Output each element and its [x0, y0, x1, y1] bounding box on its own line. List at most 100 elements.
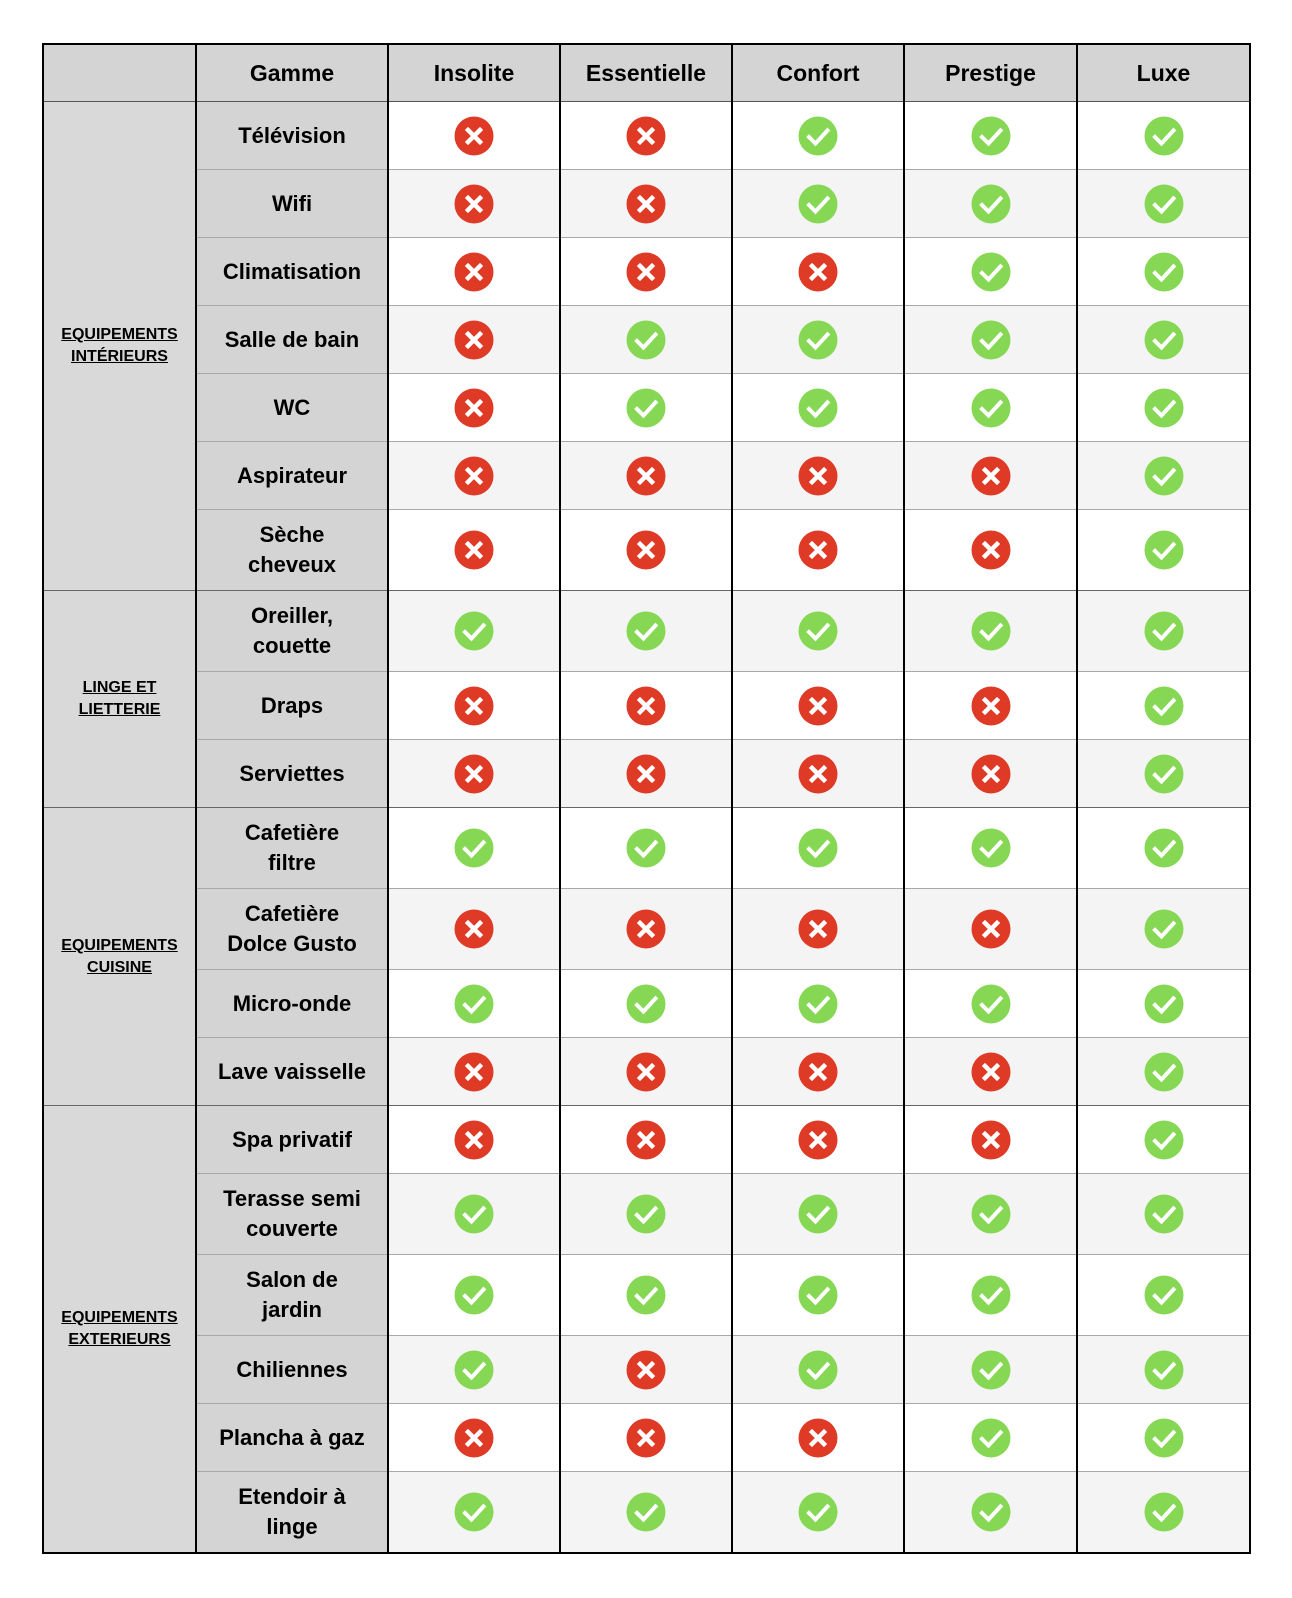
availability-cell	[387, 1037, 560, 1106]
availability-cell	[559, 1471, 732, 1553]
cross-circle-icon	[454, 1052, 494, 1091]
check-circle-icon	[626, 1194, 666, 1234]
availability-cell	[387, 101, 560, 170]
column-header-luxe: Luxe	[1076, 44, 1250, 102]
availability-cell	[387, 169, 560, 238]
availability-cell	[731, 1403, 904, 1472]
availability-cell	[1076, 1105, 1250, 1174]
feature-label: Etendoir à linge	[195, 1471, 388, 1553]
group-label: EQUIPEMENTS INTÉRIEURS	[42, 101, 196, 591]
cross-circle-icon	[626, 1350, 666, 1389]
check-circle-icon	[971, 1350, 1011, 1389]
feature-label: WC	[195, 373, 388, 442]
cross-circle-icon	[626, 252, 666, 291]
cross-circle-icon	[626, 909, 666, 949]
availability-cell	[903, 1254, 1077, 1336]
table-row: Salon de jardin	[43, 1254, 1250, 1336]
availability-cell	[731, 101, 904, 170]
check-circle-icon	[1144, 530, 1184, 570]
availability-cell	[559, 509, 732, 591]
check-circle-icon	[454, 984, 494, 1023]
cross-circle-icon	[454, 456, 494, 495]
availability-cell	[387, 888, 560, 970]
cross-circle-icon	[454, 754, 494, 793]
feature-label: Spa privatif	[195, 1105, 388, 1174]
check-circle-icon	[971, 116, 1011, 155]
check-circle-icon	[798, 984, 838, 1023]
table-row: EQUIPEMENTS INTÉRIEURS Télévision	[42, 101, 1250, 591]
check-circle-icon	[1144, 984, 1184, 1023]
feature-label: Salon de jardin	[195, 1254, 388, 1336]
cross-circle-icon	[798, 530, 838, 570]
availability-cell	[559, 807, 732, 889]
availability-cell	[903, 590, 1077, 672]
cross-circle-icon	[454, 1418, 494, 1457]
availability-cell	[731, 373, 904, 442]
check-circle-icon	[971, 984, 1011, 1023]
check-circle-icon	[1144, 828, 1184, 868]
availability-cell	[387, 441, 560, 510]
availability-cell	[387, 373, 560, 442]
check-circle-icon	[454, 1194, 494, 1234]
availability-cell	[731, 969, 904, 1038]
check-circle-icon	[798, 611, 838, 651]
check-circle-icon	[454, 1492, 494, 1532]
availability-cell	[1076, 1471, 1250, 1553]
cross-circle-icon	[971, 686, 1011, 725]
availability-cell	[903, 441, 1077, 510]
availability-cell	[731, 441, 904, 510]
cross-circle-icon	[798, 1418, 838, 1457]
availability-cell	[903, 373, 1077, 442]
check-circle-icon	[971, 828, 1011, 868]
cross-circle-icon	[454, 909, 494, 949]
check-circle-icon	[1144, 1275, 1184, 1315]
feature-label: Cafetière Dolce Gusto	[195, 888, 388, 970]
availability-cell	[903, 101, 1077, 170]
check-circle-icon	[971, 1275, 1011, 1315]
check-circle-icon	[1144, 1120, 1184, 1159]
availability-cell	[559, 969, 732, 1038]
check-circle-icon	[798, 1275, 838, 1315]
cross-circle-icon	[454, 116, 494, 155]
check-circle-icon	[798, 116, 838, 155]
check-circle-icon	[1144, 184, 1184, 223]
cross-circle-icon	[798, 909, 838, 949]
column-header-confort: Confort	[731, 44, 904, 102]
column-header-insolite: Insolite	[387, 44, 560, 102]
table-row: Draps	[43, 671, 1250, 740]
availability-cell	[559, 590, 732, 672]
availability-cell	[559, 373, 732, 442]
check-circle-icon	[798, 1194, 838, 1234]
table-row: Sèche cheveux	[43, 509, 1250, 591]
check-circle-icon	[971, 320, 1011, 359]
availability-cell	[387, 739, 560, 808]
availability-cell	[1076, 671, 1250, 740]
check-circle-icon	[1144, 388, 1184, 427]
check-circle-icon	[1144, 1350, 1184, 1389]
availability-cell	[731, 305, 904, 374]
availability-cell	[1076, 169, 1250, 238]
check-circle-icon	[454, 1350, 494, 1389]
cross-circle-icon	[798, 456, 838, 495]
availability-cell	[731, 739, 904, 808]
cross-circle-icon	[626, 184, 666, 223]
availability-cell	[1076, 1173, 1250, 1255]
table-row: Terasse semi couverte	[43, 1173, 1250, 1255]
cross-circle-icon	[971, 1120, 1011, 1159]
corner-cell	[43, 44, 196, 102]
availability-cell	[731, 237, 904, 306]
check-circle-icon	[626, 984, 666, 1023]
availability-cell	[387, 1335, 560, 1404]
check-circle-icon	[626, 828, 666, 868]
cross-circle-icon	[454, 184, 494, 223]
table-row: Climatisation	[43, 237, 1250, 306]
cross-circle-icon	[454, 320, 494, 359]
check-circle-icon	[626, 611, 666, 651]
check-circle-icon	[971, 252, 1011, 291]
cross-circle-icon	[454, 686, 494, 725]
availability-cell	[559, 1037, 732, 1106]
cross-circle-icon	[454, 252, 494, 291]
availability-cell	[387, 969, 560, 1038]
availability-cell	[559, 739, 732, 808]
availability-cell	[1076, 1335, 1250, 1404]
